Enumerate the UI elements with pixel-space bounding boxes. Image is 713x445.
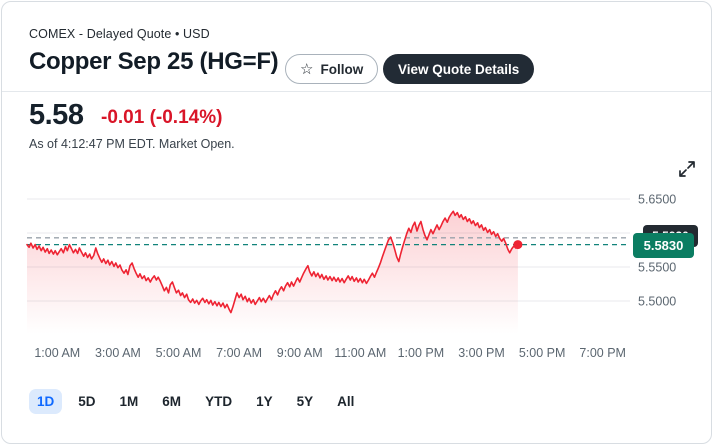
price-area-fill xyxy=(27,211,518,334)
x-axis-label: 9:00 AM xyxy=(277,346,323,360)
header-divider xyxy=(2,91,711,92)
follow-button-label: Follow xyxy=(320,61,364,77)
x-axis-label: 3:00 AM xyxy=(95,346,141,360)
x-axis-label: 7:00 PM xyxy=(579,346,626,360)
range-tab-all[interactable]: All xyxy=(329,389,362,414)
view-quote-details-button[interactable]: View Quote Details xyxy=(383,54,535,84)
exchange-delayed-quote-line: COMEX - Delayed Quote • USD xyxy=(29,27,210,41)
range-tabs: 1D 5D 1M 6M YTD 1Y 5Y All xyxy=(29,389,362,414)
star-icon: ☆ xyxy=(300,60,314,78)
range-tab-5d[interactable]: 5D xyxy=(70,389,103,414)
x-axis-label: 11:00 AM xyxy=(334,346,386,360)
x-axis-label: 3:00 PM xyxy=(458,346,505,360)
current-price-dot xyxy=(513,240,523,250)
x-axis-label: 1:00 PM xyxy=(398,346,445,360)
x-axis-label: 5:00 AM xyxy=(156,346,202,360)
expand-chart-icon[interactable] xyxy=(678,160,696,178)
range-tab-1m[interactable]: 1M xyxy=(112,389,147,414)
range-tab-1d[interactable]: 1D xyxy=(29,389,63,414)
y-axis-label: 5.5000 xyxy=(638,295,676,309)
as-of-timestamp: As of 4:12:47 PM EDT. Market Open. xyxy=(29,137,235,151)
range-tab-ytd[interactable]: YTD xyxy=(197,389,240,414)
page-title: Copper Sep 25 (HG=F) xyxy=(29,48,279,75)
y-axis-label: 5.5500 xyxy=(638,261,676,275)
chart-canvas[interactable]: 5.6500 5.5500 5.5000 1:00 AM 3:00 AM 5:00 AM 7… xyxy=(2,152,712,367)
price-change: -0.01 (-0.14%) xyxy=(101,107,223,128)
current-price-badge: 5.5830 xyxy=(633,233,694,258)
x-axis-label: 5:00 PM xyxy=(519,346,566,360)
range-tab-6m[interactable]: 6M xyxy=(154,389,189,414)
range-tab-1y[interactable]: 1Y xyxy=(248,389,281,414)
y-axis-label: 5.6500 xyxy=(638,193,676,207)
current-price: 5.58 xyxy=(29,99,84,131)
price-line xyxy=(26,210,519,314)
x-axis-label: 1:00 AM xyxy=(34,346,80,360)
range-tab-5y[interactable]: 5Y xyxy=(289,389,322,414)
price-chart[interactable]: 5.6500 5.5500 5.5000 1:00 AM 3:00 AM 5:00 AM 7… xyxy=(2,152,712,367)
follow-button[interactable]: ☆ Follow xyxy=(285,54,379,84)
x-axis-label: 7:00 AM xyxy=(216,346,262,360)
